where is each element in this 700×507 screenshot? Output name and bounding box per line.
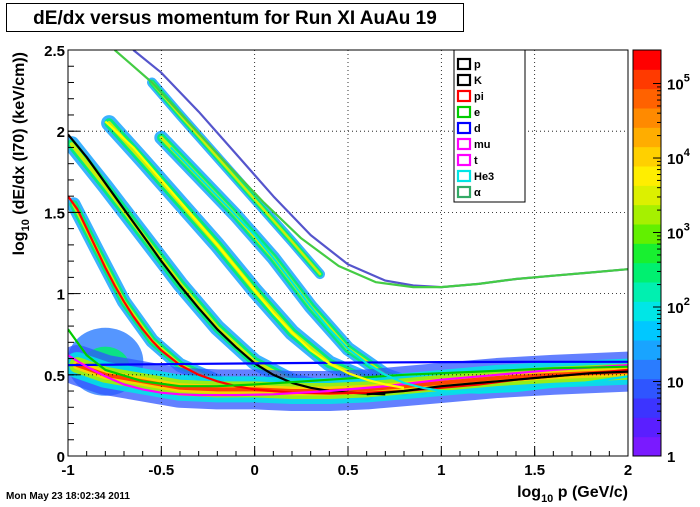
legend-swatch bbox=[456, 121, 472, 135]
curve-p bbox=[366, 370, 628, 396]
legend-label: α bbox=[474, 187, 481, 199]
colorbar-segment bbox=[633, 417, 661, 438]
curve-t bbox=[104, 120, 405, 389]
legend-label: He3 bbox=[474, 171, 494, 183]
colorbar-segment bbox=[633, 50, 661, 70]
x-tick-label: 0 bbox=[250, 462, 258, 479]
legend-label: p bbox=[474, 59, 481, 71]
colorbar-segment bbox=[633, 224, 661, 244]
colorbar-segment bbox=[633, 166, 661, 186]
colorbar-segment bbox=[633, 301, 661, 322]
colorbar-segment bbox=[633, 108, 661, 128]
chart-title: dE/dx versus momentum for Run XI AuAu 19 bbox=[33, 8, 437, 29]
legend-label: e bbox=[474, 107, 480, 119]
colorbar-segment bbox=[633, 88, 661, 109]
y-tick-label: 0.5 bbox=[44, 368, 65, 385]
legend-swatch bbox=[456, 153, 472, 167]
colorbar-segment bbox=[633, 282, 661, 302]
x-tick-label: -0.5 bbox=[148, 462, 174, 479]
colorbar-segment bbox=[633, 436, 661, 457]
y-tick-label: 2 bbox=[57, 124, 65, 141]
colorbar-segment bbox=[633, 262, 661, 283]
x-axis-label: log10 p (GeV/c) bbox=[517, 484, 628, 505]
x-tick-label: 0.5 bbox=[338, 462, 359, 479]
colorbar-label: 102 bbox=[667, 296, 690, 317]
colorbar-segment bbox=[633, 127, 661, 148]
legend-label: mu bbox=[474, 139, 491, 151]
colorbar-segment bbox=[633, 359, 661, 380]
curve-mu bbox=[68, 354, 628, 397]
colorbar-segment bbox=[633, 69, 661, 90]
chart-title-box: dE/dx versus momentum for Run XI AuAu 19 bbox=[6, 3, 464, 32]
x-tick-label: 1 bbox=[437, 462, 445, 479]
curve-e bbox=[68, 328, 628, 388]
legend-label: pi bbox=[474, 91, 484, 103]
colorbar-label: 103 bbox=[667, 222, 690, 243]
colorbar-frame bbox=[632, 49, 662, 457]
colorbar-segment bbox=[633, 398, 661, 418]
legend-swatch bbox=[456, 185, 472, 199]
curve-d bbox=[68, 360, 628, 367]
colorbar-segment bbox=[633, 146, 661, 167]
colorbar-label: 10 bbox=[667, 375, 684, 392]
legend-swatch bbox=[456, 73, 472, 87]
legend-swatch bbox=[456, 105, 472, 119]
x-tick-label: 2 bbox=[624, 462, 632, 479]
colorbar-segment bbox=[633, 378, 661, 399]
colorbar-label: 1 bbox=[667, 449, 675, 466]
legend-swatch bbox=[456, 137, 472, 151]
colorbar-segment bbox=[633, 340, 661, 360]
legend-label: t bbox=[474, 155, 478, 167]
x-tick-label: 1.5 bbox=[524, 462, 545, 479]
x-tick-label: -1 bbox=[61, 462, 74, 479]
legend-swatch bbox=[456, 57, 472, 71]
curve-α bbox=[132, 50, 628, 289]
legend-label: d bbox=[474, 123, 481, 135]
legend-swatch bbox=[456, 169, 472, 183]
legend-swatch bbox=[456, 89, 472, 103]
y-tick-label: 0 bbox=[57, 449, 65, 466]
colorbar-segment bbox=[633, 204, 661, 225]
curve-e bbox=[113, 50, 628, 289]
curve-pi bbox=[68, 195, 628, 395]
timestamp: Mon May 23 18:02:34 2011 bbox=[6, 491, 130, 502]
colorbar-label: 104 bbox=[667, 147, 691, 168]
colorbar-segment bbox=[633, 243, 661, 264]
heat-band-4-core bbox=[150, 81, 322, 276]
y-tick-label: 1 bbox=[57, 287, 65, 304]
y-tick-label: 1.5 bbox=[44, 205, 65, 222]
y-axis-label: log10 (dE/dx (I70) (keV/cm)) bbox=[11, 52, 32, 255]
y-tick-label: 2.5 bbox=[44, 43, 65, 60]
legend-label: K bbox=[474, 75, 482, 87]
colorbar-label: 105 bbox=[667, 73, 690, 94]
colorbar-segment bbox=[633, 320, 661, 341]
colorbar-segment bbox=[633, 185, 661, 206]
heat-band-3-mid bbox=[157, 133, 427, 392]
curve-He3 bbox=[169, 146, 628, 394]
